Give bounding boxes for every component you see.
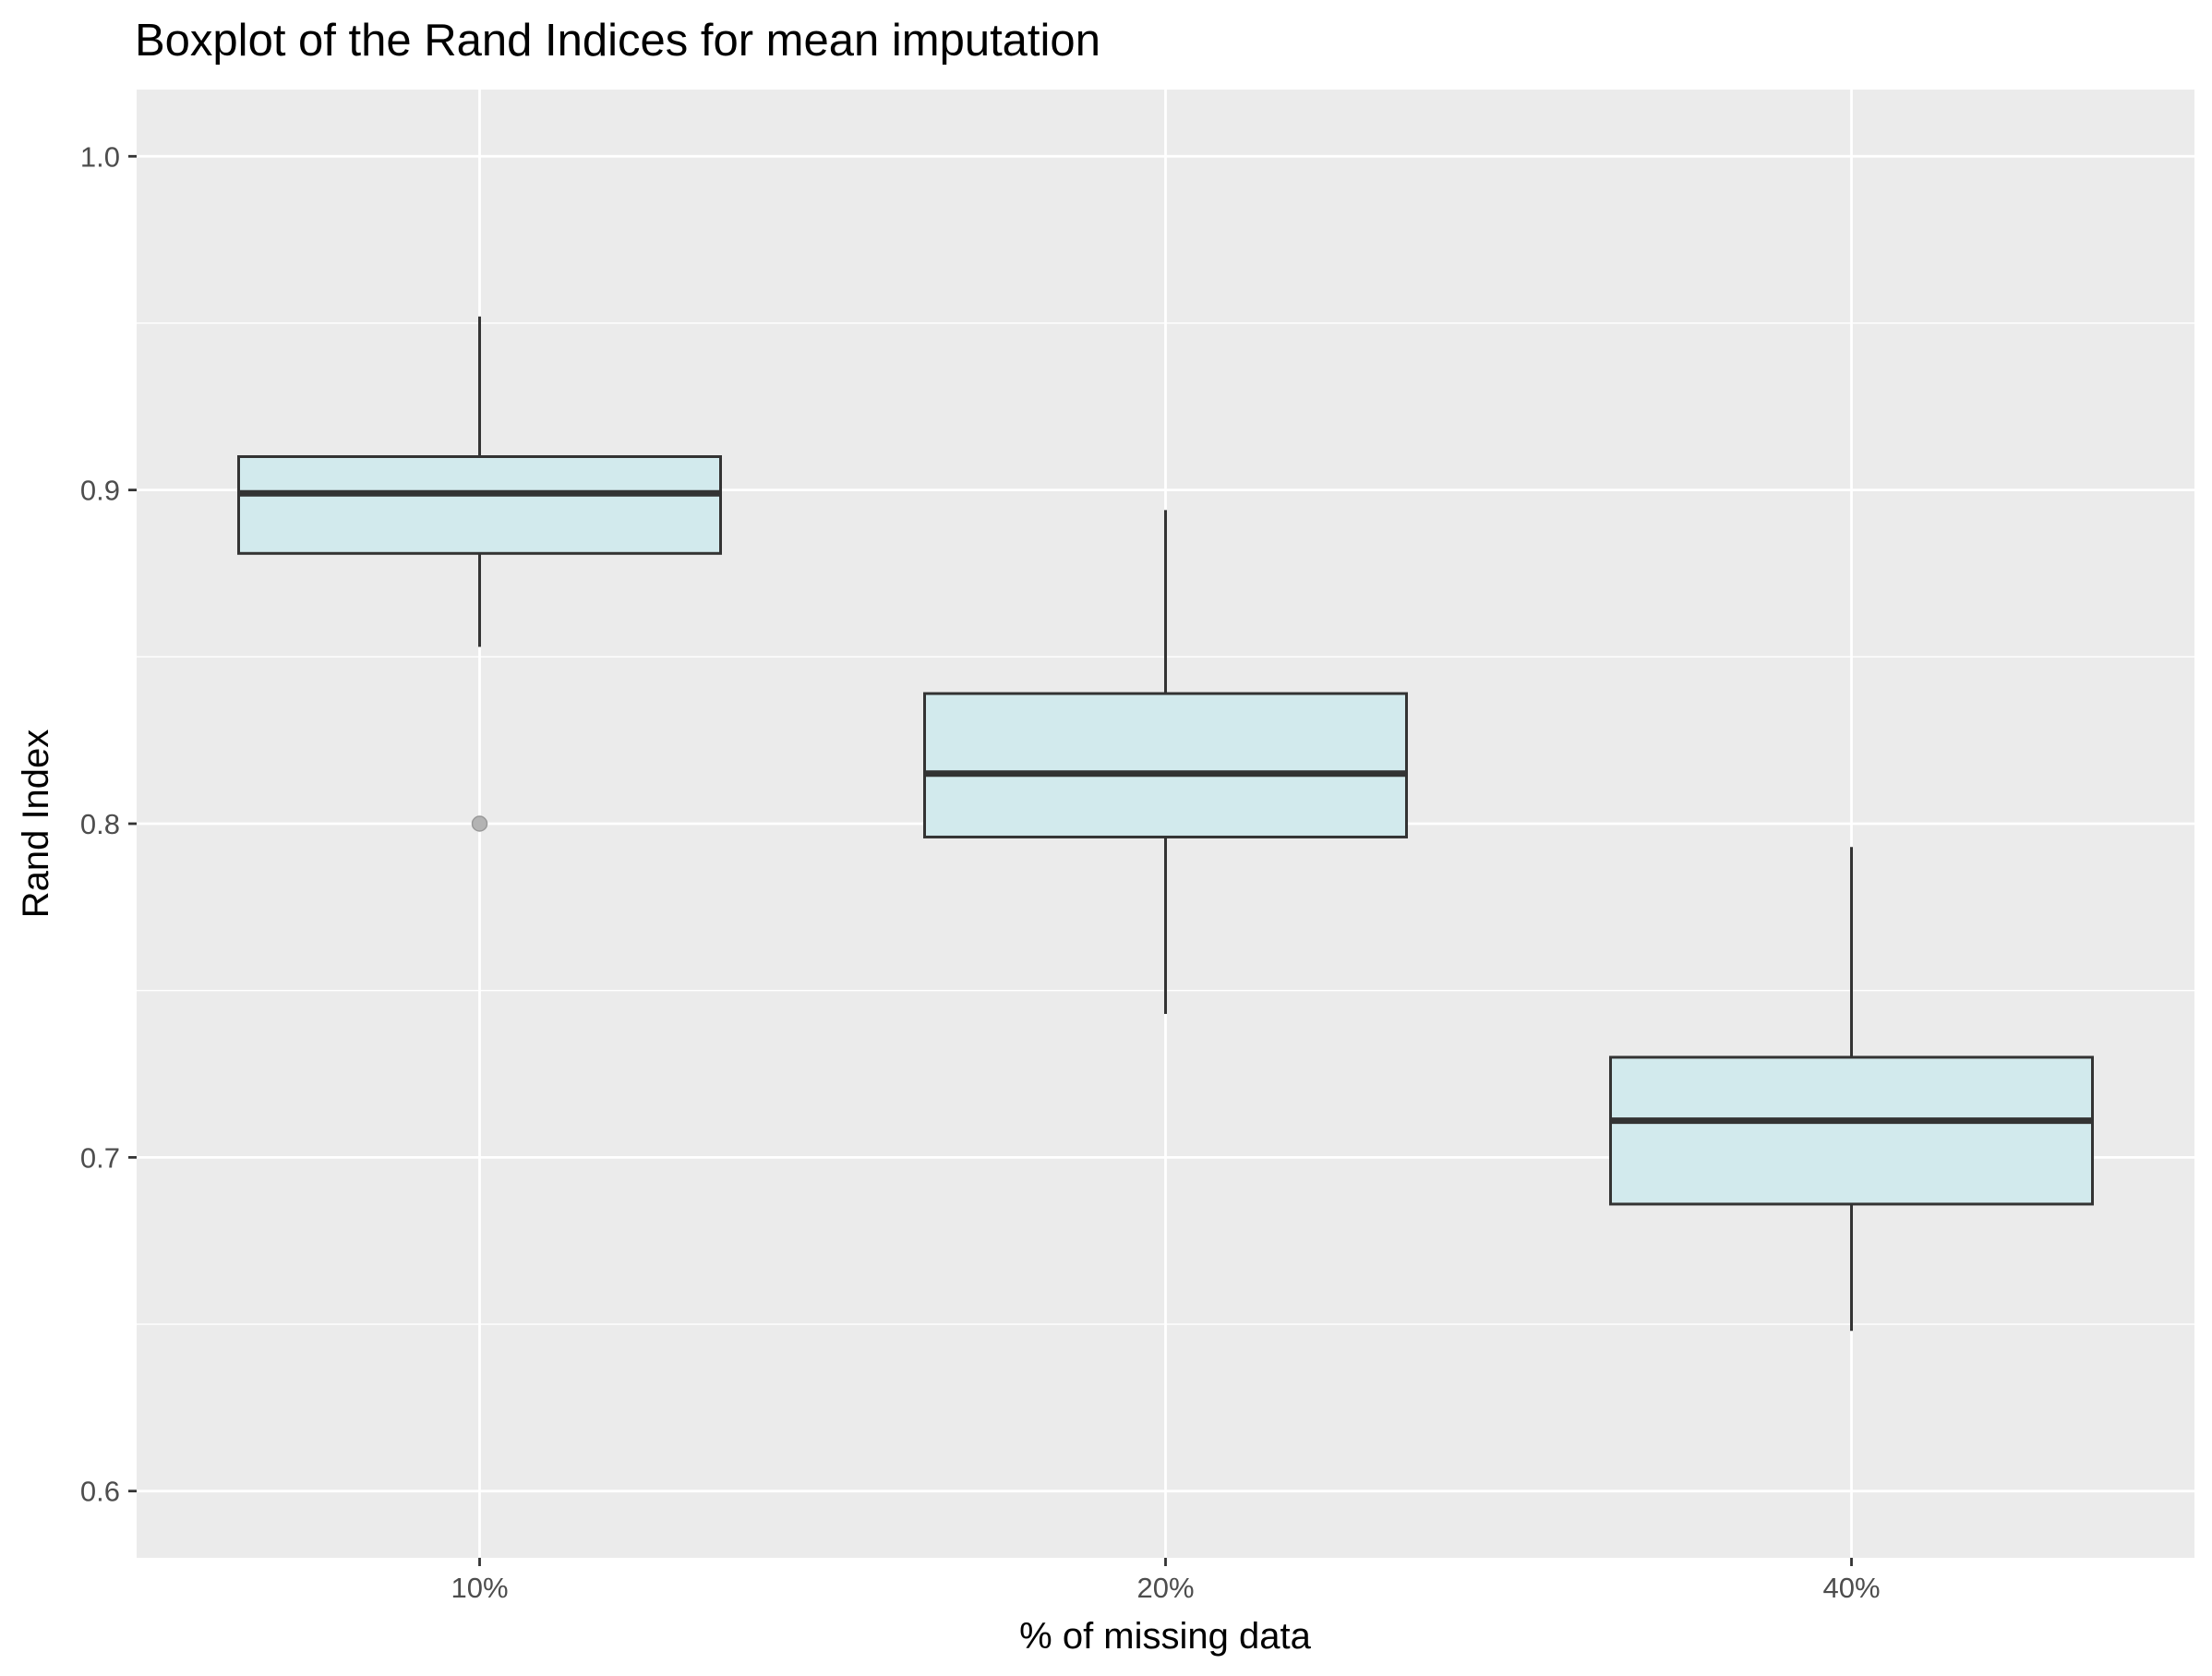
x-tick-label: 40% bbox=[1822, 1572, 1880, 1604]
y-tick-label: 1.0 bbox=[80, 140, 120, 173]
y-tick-label: 0.8 bbox=[80, 808, 120, 840]
chart-title: Boxplot of the Rand Indices for mean imp… bbox=[135, 16, 1100, 66]
iqr-box bbox=[1609, 1055, 2094, 1206]
x-tick-label: 10% bbox=[451, 1572, 508, 1604]
outlier-point bbox=[471, 815, 488, 832]
y-tick-label: 0.9 bbox=[80, 475, 120, 507]
y-axis-title: Rand Index bbox=[16, 729, 56, 919]
box-20pct bbox=[923, 510, 1408, 1014]
box-40pct bbox=[1609, 847, 2094, 1332]
boxes bbox=[237, 316, 2094, 1332]
axes: 0.6 0.7 0.8 0.9 1.0 10% 20% 40% bbox=[80, 140, 1881, 1604]
y-tick-label: 0.6 bbox=[80, 1476, 120, 1508]
box-10pct bbox=[237, 316, 722, 832]
x-tick-label: 20% bbox=[1136, 1572, 1194, 1604]
iqr-box bbox=[237, 455, 722, 555]
x-axis-title: % of missing data bbox=[1019, 1616, 1311, 1657]
iqr-box bbox=[923, 692, 1408, 838]
y-tick-label: 0.7 bbox=[80, 1141, 120, 1174]
